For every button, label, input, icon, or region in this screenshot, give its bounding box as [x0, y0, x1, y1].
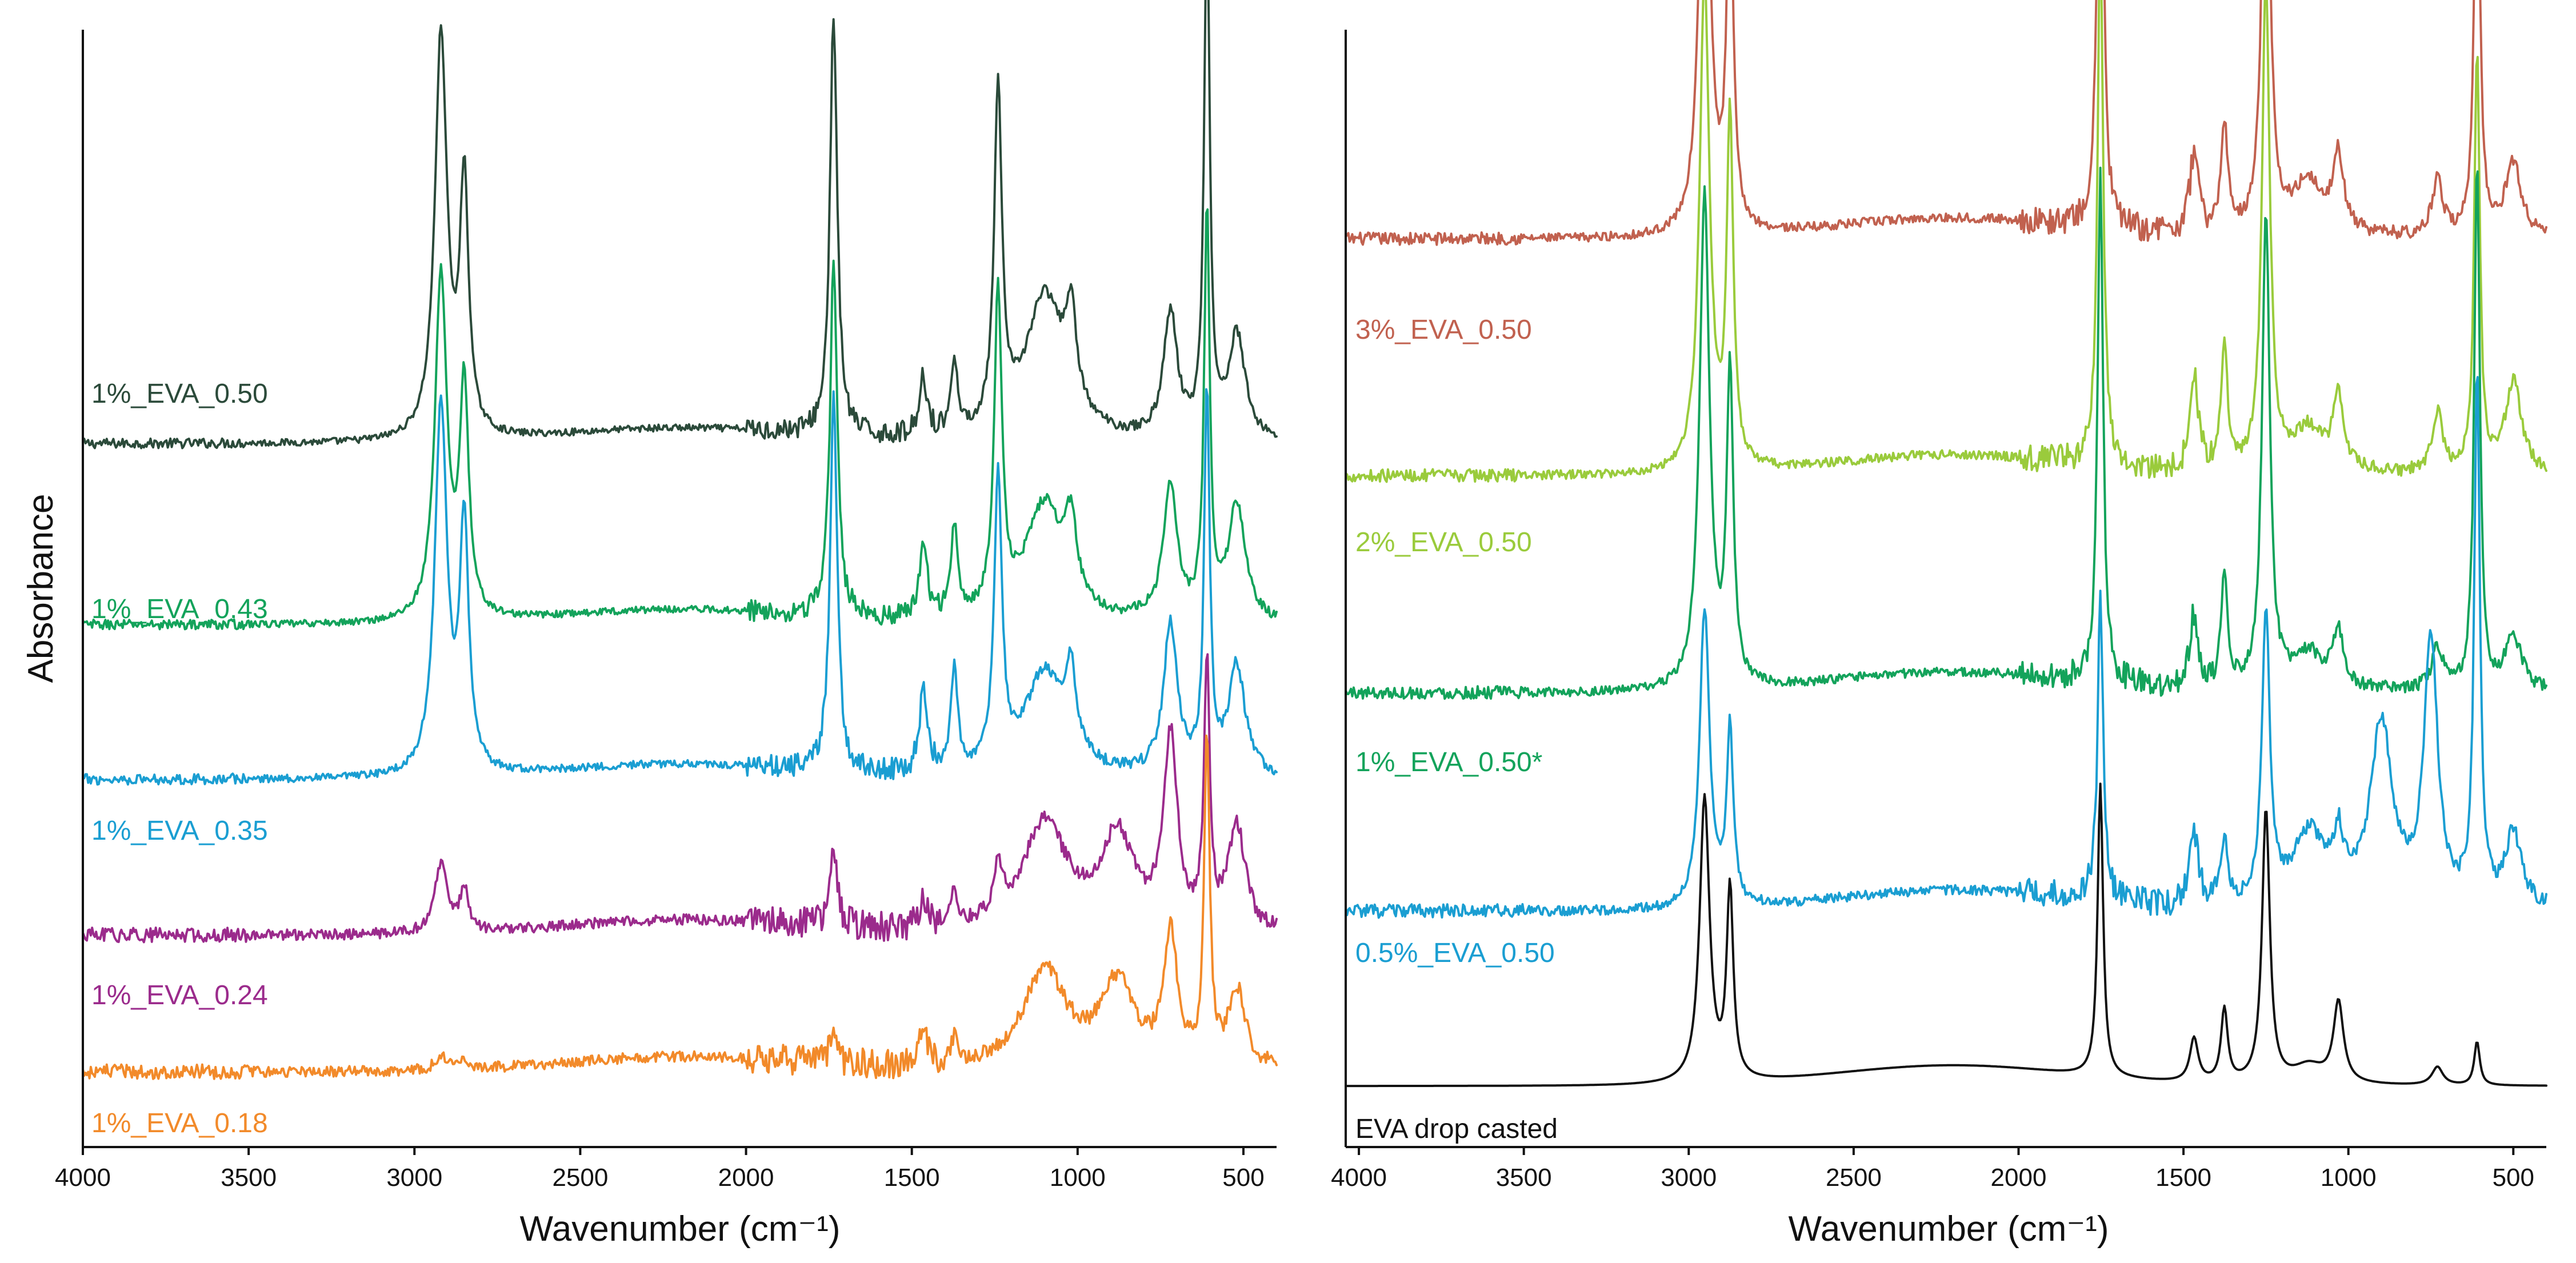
series-label: 0.5%_EVA_0.50 — [1355, 938, 1555, 968]
series-label: 1%_EVA_0.35 — [91, 816, 268, 846]
spectrum-line — [82, 0, 1278, 450]
left-traces — [82, 0, 1278, 1080]
right-x-ticks: 4000 3500 3000 2500 2000 1500 1000 500 — [1331, 1147, 2534, 1192]
spectrum-line — [82, 388, 1278, 786]
x-tick-label: 3500 — [221, 1164, 277, 1192]
x-tick-label: 2000 — [1991, 1164, 2047, 1192]
series-label: 1%_EVA_0.18 — [91, 1108, 268, 1138]
x-tick-label: 2000 — [718, 1164, 774, 1192]
spectrum-line — [1345, 0, 2547, 246]
right-series-labels: 3%_EVA_0.50 2%_EVA_0.50 1%_EVA_0.50* 0.5%_E… — [1355, 315, 1558, 1144]
x-tick-label: 3000 — [1661, 1164, 1717, 1192]
right-x-axis-title: Wavenumber (cm⁻¹) — [1789, 1209, 2109, 1249]
series-label: EVA drop casted — [1355, 1114, 1558, 1144]
x-tick-label: 1000 — [1050, 1164, 1106, 1192]
spectrum-line — [82, 653, 1278, 944]
x-tick-label: 4000 — [55, 1164, 111, 1192]
right-panel: 3%_EVA_0.50 2%_EVA_0.50 1%_EVA_0.50* 0.5%_E… — [1331, 0, 2547, 1249]
x-tick-label: 2500 — [552, 1164, 608, 1192]
right-traces — [1345, 0, 2547, 1088]
series-label: 1%_EVA_0.50 — [91, 379, 268, 409]
series-label: 3%_EVA_0.50 — [1355, 315, 1532, 345]
spectrum-line — [82, 734, 1278, 1080]
x-tick-label: 1500 — [2155, 1164, 2211, 1192]
x-tick-label: 1000 — [2321, 1164, 2377, 1192]
spectrum-line — [1345, 0, 2547, 483]
series-label: 2%_EVA_0.50 — [1355, 527, 1532, 558]
series-label: 1%_EVA_0.24 — [91, 980, 268, 1011]
spectrum-line — [1345, 166, 2547, 700]
left-x-axis-title: Wavenumber (cm⁻¹) — [520, 1209, 841, 1249]
x-tick-label: 1500 — [884, 1164, 940, 1192]
x-tick-label: 4000 — [1331, 1164, 1387, 1192]
series-label: 1%_EVA_0.43 — [91, 594, 268, 624]
x-tick-label: 2500 — [1826, 1164, 1882, 1192]
left-panel: 1%_EVA_0.50 1%_EVA_0.43 1%_EVA_0.35 1%_EVA_… — [21, 0, 1278, 1249]
series-label: 1%_EVA_0.50* — [1355, 747, 1542, 777]
spectrum-line — [1345, 376, 2547, 919]
left-x-ticks: 4000 3500 3000 2500 2000 1500 1000 500 — [55, 1147, 1265, 1192]
x-tick-label: 500 — [1222, 1164, 1264, 1192]
left-y-axis-title: Absorbance — [21, 494, 61, 683]
x-tick-label: 3000 — [386, 1164, 442, 1192]
x-tick-label: 3500 — [1496, 1164, 1552, 1192]
x-tick-label: 500 — [2493, 1164, 2534, 1192]
spectrum-line — [1345, 783, 2547, 1088]
spectrum-line — [82, 208, 1278, 631]
left-series-labels: 1%_EVA_0.50 1%_EVA_0.43 1%_EVA_0.35 1%_EVA_… — [91, 379, 268, 1138]
